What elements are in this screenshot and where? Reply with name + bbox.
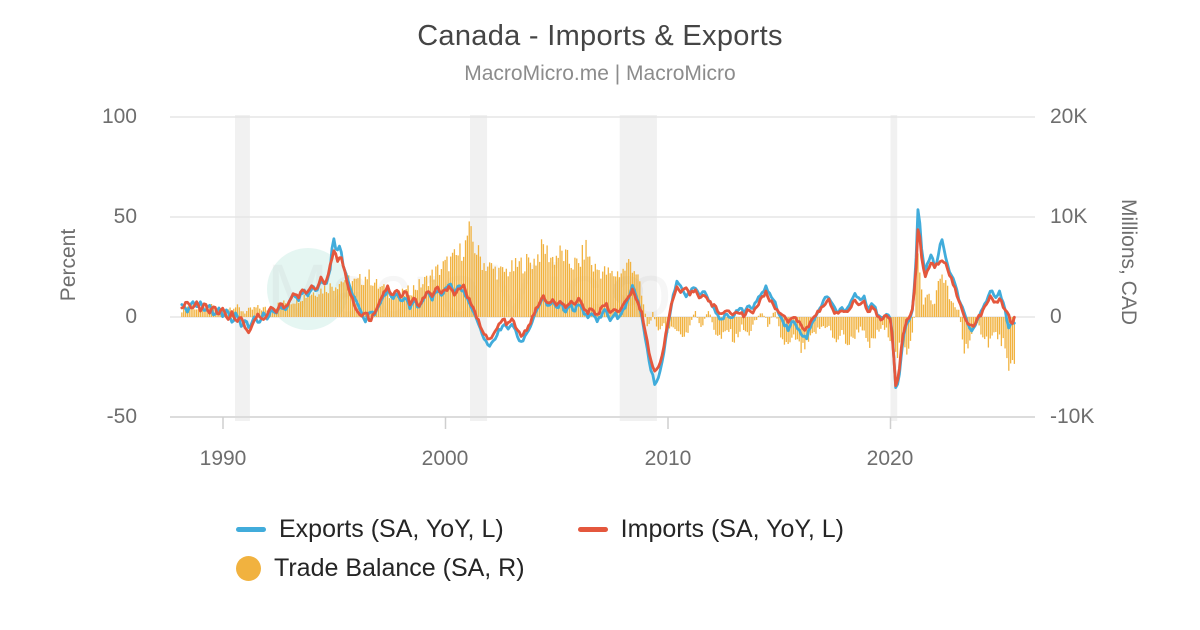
legend-label-imports: Imports (SA, YoY, L) — [620, 514, 844, 543]
right-axis-tick-neg10k: -10K — [1050, 405, 1095, 428]
legend-item-exports[interactable]: Exports (SA, YoY, L) — [236, 515, 504, 544]
left-axis-tick-0: 0 — [125, 305, 137, 328]
left-axis-tick-100: 100 — [101, 105, 137, 128]
imports-line-swatch-icon — [577, 526, 608, 532]
legend-item-trade-balance[interactable]: Trade Balance (SA, R) — [236, 554, 525, 583]
legend-item-imports[interactable]: Imports (SA, YoY, L) — [577, 514, 844, 544]
left-axis-tick-neg50: -50 — [106, 405, 137, 428]
x-axis-tick-1990: 1990 — [199, 447, 247, 470]
left-axis-tick-50: 50 — [113, 205, 137, 228]
left-axis-title: Percent — [57, 228, 80, 302]
right-axis-tick-0: 0 — [1050, 305, 1062, 328]
imports-line — [180, 228, 1016, 388]
legend-row-1: Exports (SA, YoY, L) Imports (SA, YoY, L… — [236, 514, 844, 544]
legend-label-exports: Exports (SA, YoY, L) — [279, 514, 504, 543]
legend-row-2: Trade Balance (SA, R) — [236, 553, 525, 583]
right-axis-tick-20k: 20K — [1050, 105, 1088, 128]
chart-subtitle: MacroMicro.me | MacroMicro — [464, 62, 736, 85]
legend-label-trade-balance: Trade Balance (SA, R) — [274, 553, 525, 582]
x-axis-tick-2020: 2020 — [866, 447, 914, 470]
right-axis-tick-10k: 10K — [1050, 205, 1088, 228]
chart-title: Canada - Imports & Exports — [417, 20, 783, 52]
trade-balance-dot-swatch-icon — [236, 555, 261, 581]
exports-line-swatch-icon — [236, 526, 266, 532]
recession-band — [890, 115, 898, 421]
x-axis-tick-2010: 2010 — [644, 447, 692, 470]
x-axis-tick-2000: 2000 — [421, 447, 469, 470]
recession-band — [235, 115, 250, 421]
